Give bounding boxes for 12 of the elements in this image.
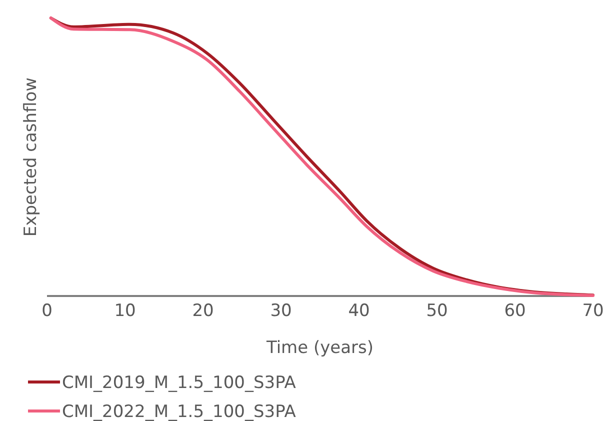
x-tick-label: 40 <box>348 301 370 322</box>
x-tick-label: 10 <box>114 301 136 322</box>
x-tick-label: 30 <box>270 301 292 322</box>
x-axis-title: Time (years) <box>265 338 374 358</box>
y-axis-title: Expected cashflow <box>21 77 41 237</box>
x-tick-label: 0 <box>42 301 52 322</box>
x-tick-label: 70 <box>582 301 604 322</box>
legend-label: CMI_2022_M_1.5_100_S3PA <box>62 402 296 421</box>
x-tick-label: 60 <box>504 301 526 322</box>
x-tick-label: 20 <box>192 301 214 322</box>
x-tick-label: 50 <box>426 301 448 322</box>
legend-label: CMI_2019_M_1.5_100_S3PA <box>62 373 296 393</box>
